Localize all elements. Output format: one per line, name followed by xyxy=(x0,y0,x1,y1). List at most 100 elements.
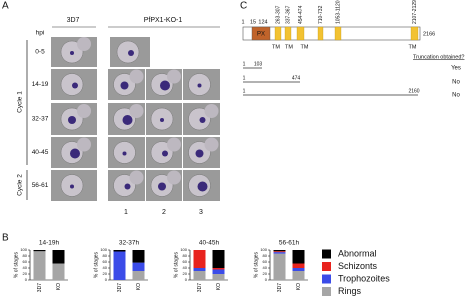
parasite xyxy=(158,182,166,191)
bar-segment xyxy=(212,274,225,280)
x-tick-label: KO xyxy=(136,283,142,290)
segment-label: 710-732 xyxy=(318,5,324,24)
cell xyxy=(116,40,140,64)
cell xyxy=(129,104,144,118)
cell xyxy=(129,69,144,84)
panel-label: C xyxy=(240,1,247,12)
parasite xyxy=(72,82,78,89)
truncation-result: No xyxy=(452,93,460,99)
residue-label: 1 xyxy=(241,19,244,25)
truncation-start: 1 xyxy=(243,75,246,81)
row-label: 56-61 xyxy=(32,182,49,189)
y-tick-label: 60 xyxy=(103,259,108,264)
y-tick-label: 80 xyxy=(103,253,108,258)
bar-segment xyxy=(33,251,46,280)
bar-segment xyxy=(273,252,286,254)
bar-segment xyxy=(52,263,65,280)
bar-segment xyxy=(292,250,305,264)
x-tick-label: KO xyxy=(216,283,222,290)
parasite xyxy=(122,115,133,125)
segment-label: 337-367 xyxy=(285,5,291,24)
y-tick-label: 40 xyxy=(103,265,108,270)
row-label: 32-37 xyxy=(32,116,49,123)
chart-title: 32-37h xyxy=(119,240,140,247)
bar-segment xyxy=(193,268,206,271)
y-tick-label: 80 xyxy=(263,253,268,258)
y-tick-label: 80 xyxy=(183,253,188,258)
clone-number: 1 xyxy=(124,209,128,216)
x-tick-label: KO xyxy=(296,283,302,290)
parasite xyxy=(197,83,202,88)
segment xyxy=(334,26,342,41)
bar-segment xyxy=(273,250,286,252)
chart-title: 56-61h xyxy=(279,240,300,247)
parasite xyxy=(160,118,164,122)
px-domain xyxy=(251,26,271,41)
y-tick-label: 40 xyxy=(263,265,268,270)
parasite xyxy=(70,184,74,189)
y-tick-label: 0 xyxy=(25,277,28,282)
truncation-result: No xyxy=(452,80,460,86)
parasite xyxy=(195,149,204,158)
y-tick-label: 0 xyxy=(105,277,108,282)
y-tick-label: 100 xyxy=(20,247,27,252)
tm-label: TM xyxy=(301,44,309,50)
parasite xyxy=(122,151,127,156)
clone-number: 3 xyxy=(199,209,203,216)
y-tick-label: 20 xyxy=(263,271,268,276)
cell xyxy=(77,37,91,51)
parasite xyxy=(120,81,129,90)
legend-label: Rings xyxy=(338,286,362,296)
cell xyxy=(204,104,219,118)
row-label: 14-19 xyxy=(32,81,49,88)
truncation-result: Yes xyxy=(451,66,461,72)
segment xyxy=(284,26,292,41)
cell xyxy=(167,170,181,185)
tm-label: TM xyxy=(272,44,280,50)
y-tick-label: 20 xyxy=(23,271,28,276)
row-label: 0-5 xyxy=(35,49,45,56)
y-axis-label: % of stages xyxy=(13,251,19,278)
bar-segment xyxy=(212,269,225,274)
domain-label: PX xyxy=(257,32,265,38)
column-header: 3D7 xyxy=(67,17,80,24)
panel-label: A xyxy=(2,1,9,12)
segment-label: 2107-2129 xyxy=(412,0,418,24)
residue-label: 2166 xyxy=(423,31,435,37)
bar-segment xyxy=(113,251,126,280)
chart-title: 14-19h xyxy=(39,240,60,247)
row-label: 40-45 xyxy=(32,149,49,156)
y-tick-label: 0 xyxy=(265,277,268,282)
y-tick-label: 40 xyxy=(183,265,188,270)
y-tick-label: 20 xyxy=(183,271,188,276)
y-tick-label: 20 xyxy=(103,271,108,276)
x-tick-label: KO xyxy=(56,283,62,290)
hpi-label: hpi xyxy=(36,30,45,37)
legend-label: Schizonts xyxy=(338,261,378,271)
chart-title: 40-45h xyxy=(199,240,220,247)
x-tick-label: 3D7 xyxy=(197,283,203,292)
x-tick-label: 3D7 xyxy=(37,283,43,292)
legend-swatch xyxy=(322,287,331,296)
truncation-end: 103 xyxy=(254,61,263,67)
bar-segment xyxy=(132,271,145,280)
cell xyxy=(77,137,91,152)
y-tick-label: 60 xyxy=(23,259,28,264)
bar-segment xyxy=(273,251,286,253)
segment xyxy=(274,26,282,41)
segment xyxy=(410,26,419,41)
y-tick-label: 100 xyxy=(260,247,267,252)
cell xyxy=(204,137,219,152)
parasite xyxy=(197,181,208,192)
bar-segment xyxy=(52,250,65,264)
cell xyxy=(129,170,144,185)
tm-label: TM xyxy=(285,44,293,50)
residue-label: 15 xyxy=(250,19,256,25)
bar-segment xyxy=(212,250,225,268)
y-axis-label: % of stages xyxy=(253,251,259,278)
truncation-end: 2160 xyxy=(408,88,419,94)
parasite xyxy=(68,116,76,124)
legend-swatch xyxy=(322,249,331,259)
truncation-start: 1 xyxy=(243,88,246,94)
